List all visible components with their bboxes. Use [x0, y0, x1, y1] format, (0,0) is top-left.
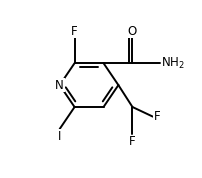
Text: O: O — [128, 25, 137, 38]
Text: F: F — [71, 25, 78, 38]
Text: N: N — [55, 79, 64, 92]
Text: I: I — [58, 130, 61, 143]
Text: NH$_2$: NH$_2$ — [161, 56, 184, 71]
Text: F: F — [154, 110, 160, 123]
Text: F: F — [129, 135, 136, 148]
